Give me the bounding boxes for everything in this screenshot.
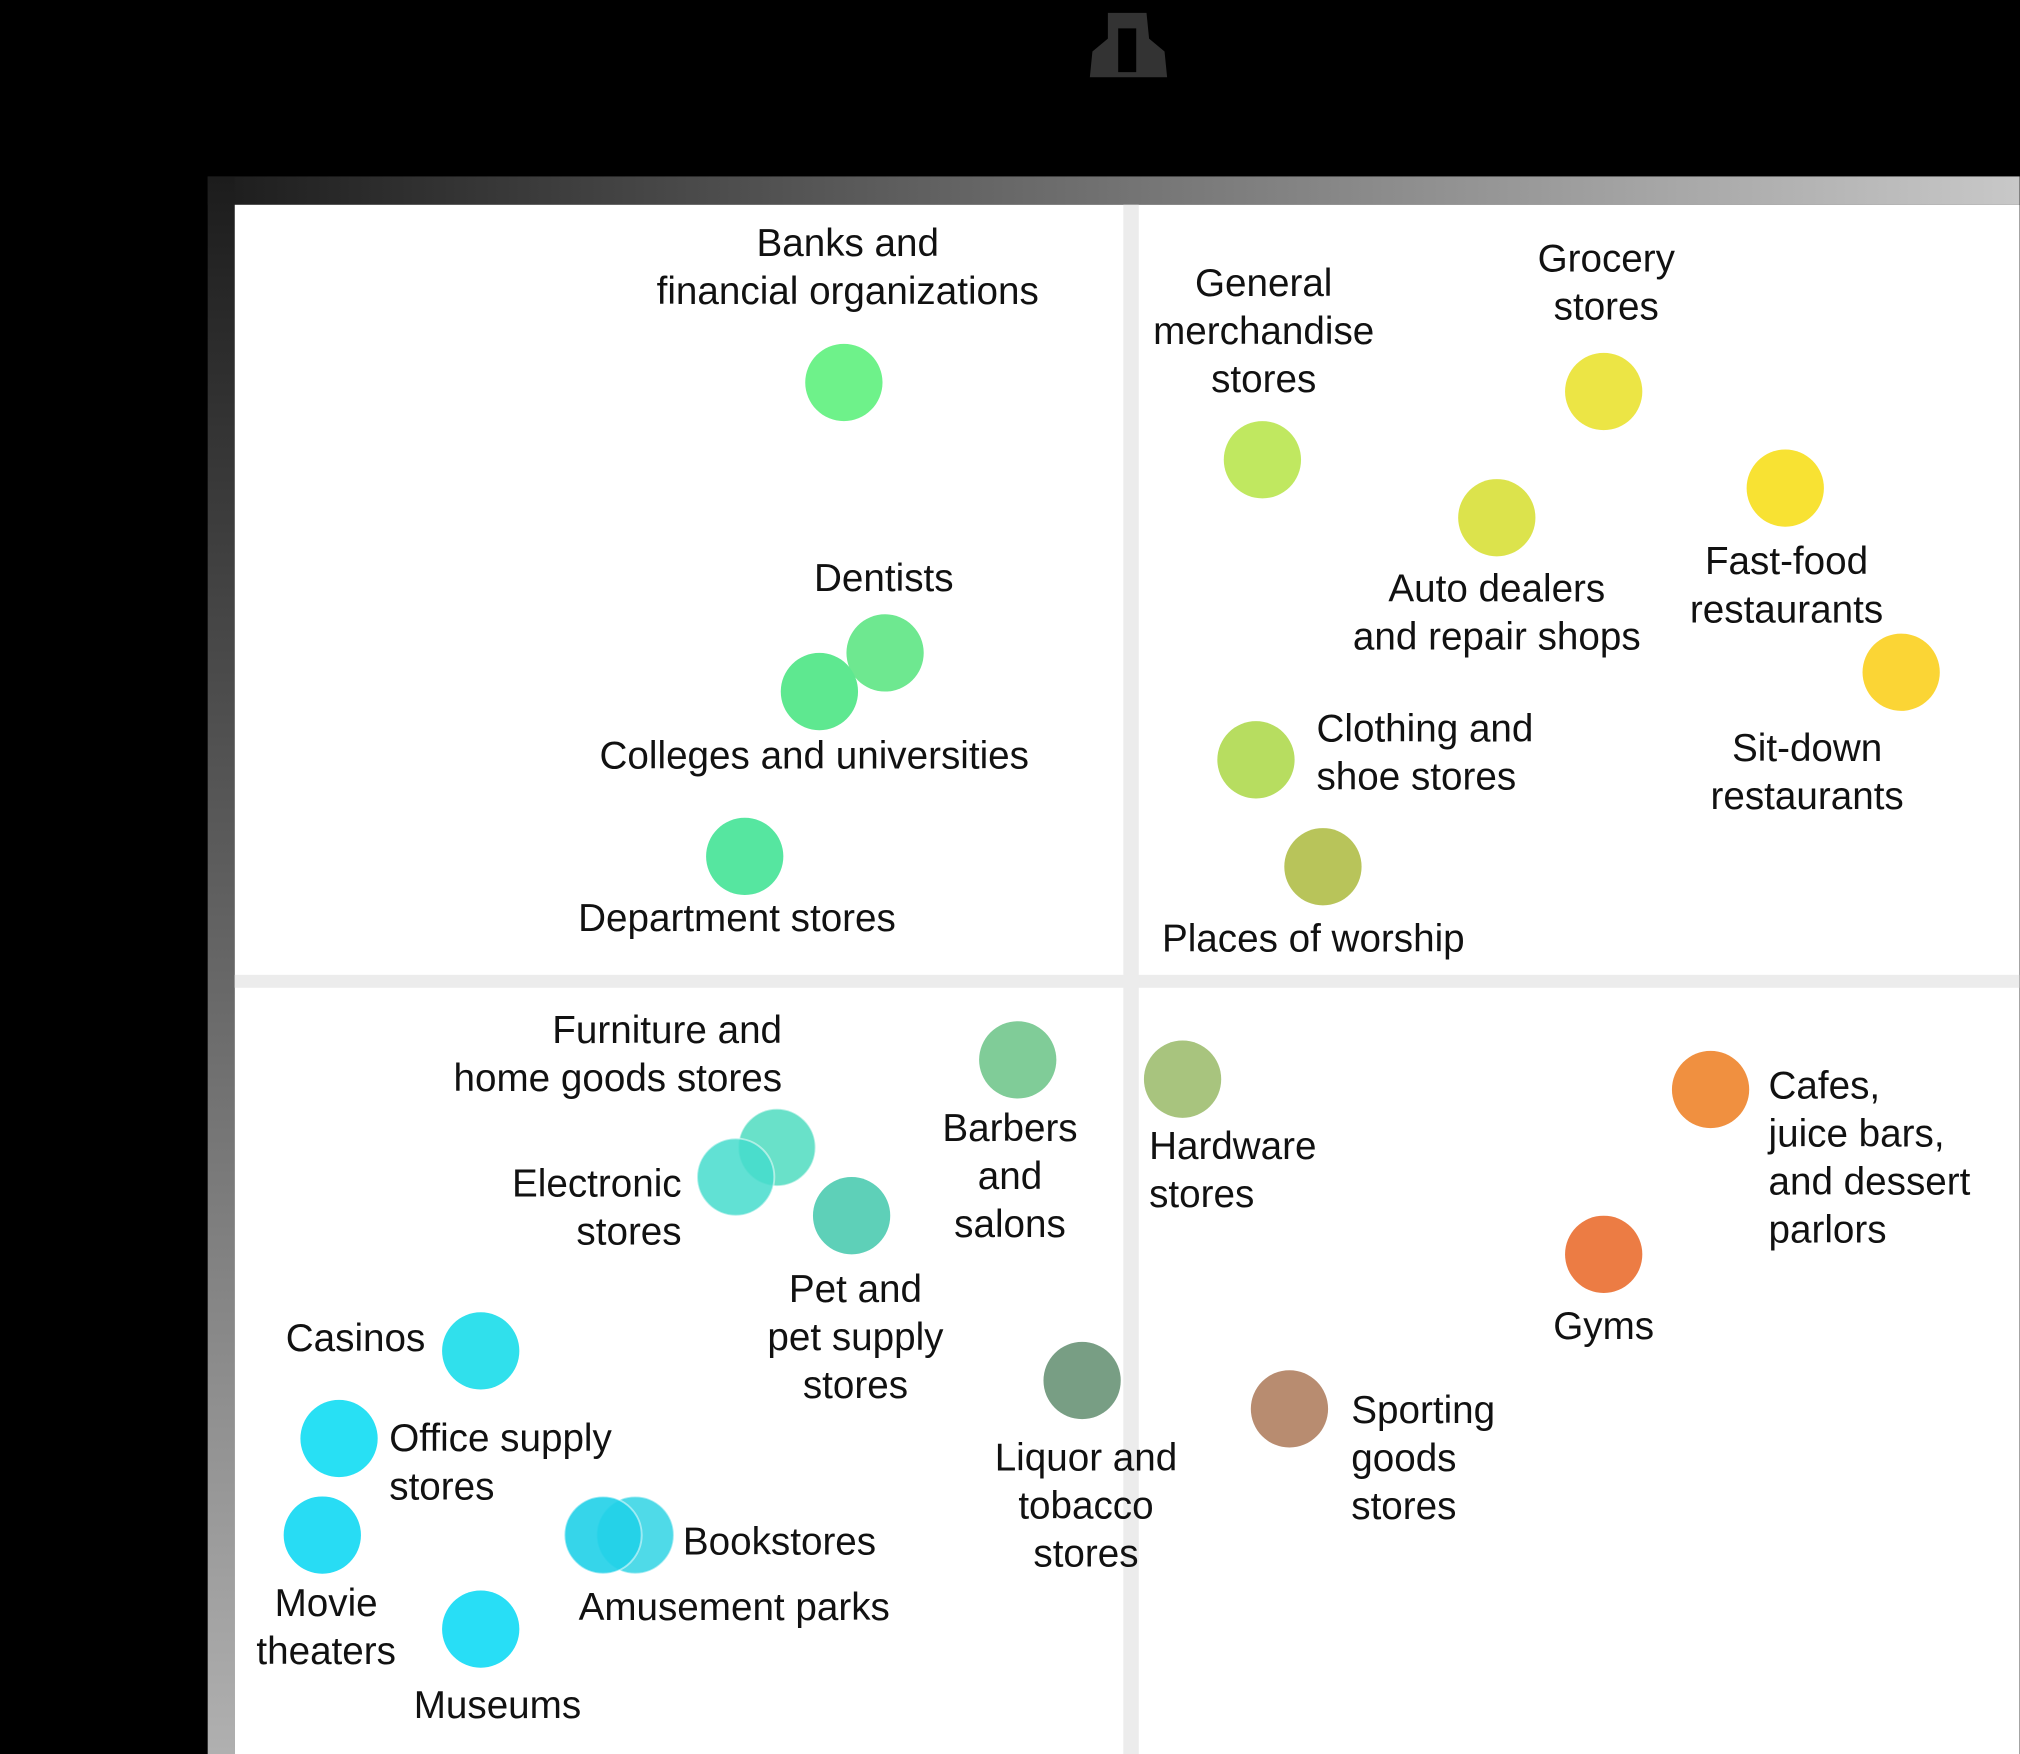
node-label: Pet and — [789, 1268, 922, 1311]
node-label: shoe stores — [1316, 756, 1516, 799]
dot — [1565, 352, 1643, 431]
dot — [300, 1399, 378, 1478]
node-label: Clothing and — [1316, 708, 1533, 751]
node-label: stores — [1554, 286, 1659, 329]
node-label: stores — [1351, 1485, 1456, 1528]
dot — [1223, 421, 1302, 499]
node-label: salons — [954, 1203, 1066, 1246]
node-label: Liquor and — [995, 1437, 1178, 1480]
dot — [1217, 721, 1295, 799]
node-label: stores — [1033, 1533, 1138, 1576]
node-label: stores — [389, 1465, 494, 1508]
node-label: Bookstores — [683, 1520, 876, 1563]
logo-icon — [1089, 12, 1168, 78]
node-label: Colleges and universities — [600, 735, 1029, 778]
node-label: Sporting — [1351, 1389, 1495, 1432]
node-label: and dessert — [1769, 1160, 1971, 1203]
frame-top — [207, 176, 2020, 205]
node-label: stores — [803, 1364, 908, 1407]
node-label: home goods stores — [454, 1057, 783, 1100]
dot — [706, 817, 784, 896]
dot — [1250, 1370, 1329, 1448]
node-label: Museums — [414, 1684, 581, 1727]
dot — [812, 1177, 891, 1255]
node-label: Electronic — [512, 1162, 682, 1205]
divider-horizontal — [234, 974, 2020, 988]
node-label: Cafes, — [1769, 1064, 1881, 1107]
dot — [805, 343, 883, 422]
dot — [979, 1021, 1057, 1099]
dot — [1862, 633, 1940, 711]
node-label: stores — [576, 1210, 681, 1253]
node-label: Department stores — [578, 897, 896, 940]
node-label: merchandise — [1153, 310, 1374, 353]
node-label: General — [1195, 262, 1332, 305]
node-label: theaters — [256, 1630, 396, 1673]
node-label: stores — [1211, 358, 1316, 401]
node-label: Dentists — [814, 557, 954, 600]
frame-left — [207, 176, 235, 1754]
dot — [563, 1495, 643, 1575]
dot — [283, 1496, 361, 1574]
node-label: restaurants — [1711, 775, 1904, 818]
dot — [780, 652, 859, 731]
dot — [1746, 449, 1824, 527]
node-label: juice bars, — [1768, 1112, 1945, 1155]
node-label: Movie — [275, 1582, 378, 1625]
node-label: parlors — [1769, 1209, 1887, 1252]
dot — [846, 614, 924, 692]
node-label: Casinos — [286, 1317, 426, 1360]
node-label: Hardware — [1149, 1125, 1316, 1168]
node-label: tobacco — [1018, 1485, 1153, 1528]
node-label: Fast-food — [1705, 540, 1868, 583]
dot — [1284, 828, 1362, 906]
dot — [696, 1137, 776, 1217]
node-label: Auto dealers — [1388, 567, 1605, 610]
dot — [442, 1312, 520, 1390]
node-label: pet supply — [767, 1316, 944, 1359]
dot — [1458, 479, 1536, 557]
node-label: Office supply — [389, 1417, 612, 1460]
dot — [442, 1590, 520, 1668]
dot — [1671, 1050, 1750, 1129]
dot — [1143, 1040, 1222, 1118]
node-label: Sit-down — [1732, 727, 1882, 770]
node-label: Banks and — [756, 222, 939, 265]
node-label: and repair shops — [1353, 615, 1641, 658]
node-label: Places of worship — [1162, 918, 1465, 961]
dot — [1565, 1215, 1643, 1293]
node-label: restaurants — [1690, 588, 1883, 631]
node-label: Furniture and — [552, 1009, 782, 1052]
node-label: financial organizations — [657, 270, 1039, 313]
node-label: Grocery — [1538, 238, 1676, 281]
node-label: and — [978, 1155, 1042, 1198]
node-label: Gyms — [1553, 1305, 1654, 1348]
node-label: stores — [1149, 1173, 1254, 1216]
dot — [1043, 1341, 1121, 1420]
node-label: Barbers — [942, 1107, 1077, 1150]
node-label: Amusement parks — [579, 1586, 890, 1629]
node-label: goods — [1351, 1437, 1456, 1480]
